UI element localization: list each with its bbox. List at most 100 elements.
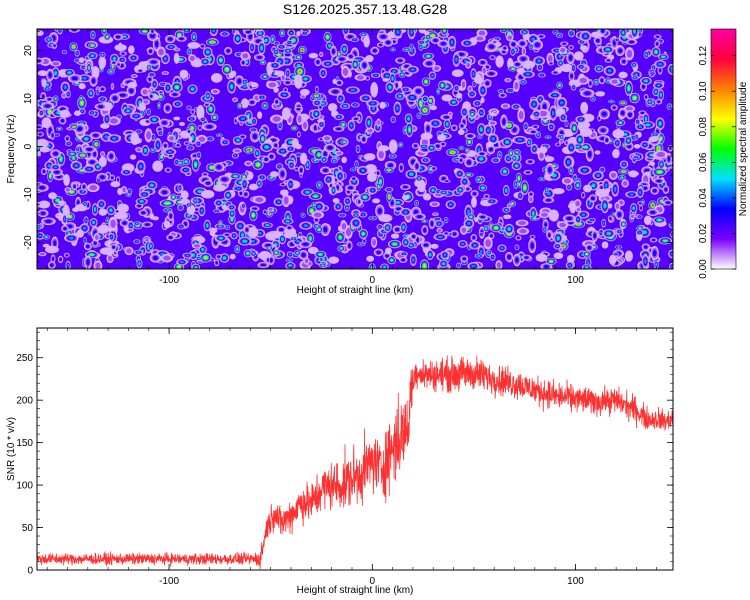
spectrogram-x-tick-label: -100 (159, 275, 179, 286)
heatmap-blob (201, 172, 209, 177)
heatmap-blob (213, 162, 225, 172)
heatmap-blob (505, 88, 515, 94)
snr-x-tick-label: 100 (567, 576, 584, 587)
snr-series-line (37, 355, 673, 570)
heatmap-blob (245, 148, 251, 155)
heatmap-blob (298, 165, 305, 175)
heatmap-blob (421, 157, 431, 164)
heatmap-blob (192, 196, 198, 205)
heatmap-blob (538, 211, 550, 219)
heatmap-blob (108, 232, 115, 241)
heatmap-blob (116, 62, 122, 68)
heatmap-blob (75, 146, 80, 153)
heatmap-blob (266, 256, 270, 264)
heatmap-blob (52, 95, 59, 102)
heatmap-blob (281, 218, 294, 225)
heatmap-blob (413, 213, 426, 221)
heatmap-blob (40, 91, 47, 102)
heatmap-blob (560, 63, 574, 73)
heatmap-blob (63, 252, 70, 258)
heatmap-blob (486, 250, 492, 256)
heatmap-blob (564, 120, 569, 128)
heatmap-blob (594, 150, 601, 155)
heatmap-blob (638, 114, 645, 120)
heatmap-blob (138, 190, 151, 199)
colorbar-tick-label: 0.00 (698, 259, 709, 279)
heatmap-blob (625, 191, 639, 198)
heatmap-blob (510, 47, 516, 56)
heatmap-blob (503, 214, 512, 220)
colorbar-tick-label: 0.08 (698, 117, 709, 137)
heatmap-blob (295, 54, 303, 61)
heatmap-blob (163, 103, 172, 114)
heatmap-blob (528, 43, 534, 50)
heatmap-blob (48, 192, 58, 200)
heatmap-blob (45, 245, 59, 254)
heatmap-blob (595, 91, 606, 97)
heatmap-blob (438, 259, 449, 268)
heatmap-blob (483, 236, 493, 250)
heatmap-blob (610, 104, 618, 111)
heatmap-blob (653, 177, 665, 185)
heatmap-blob (332, 78, 337, 85)
heatmap-blob (513, 180, 519, 189)
heatmap-blob (202, 47, 213, 58)
heatmap-blob (186, 128, 192, 135)
heatmap-blob (345, 184, 357, 192)
heatmap-blob (109, 93, 121, 104)
heatmap-blob (73, 58, 81, 63)
heatmap-blob (128, 45, 135, 55)
heatmap-blob (447, 35, 457, 49)
heatmap-blob (249, 209, 258, 221)
heatmap-blob (83, 242, 92, 251)
heatmap-blob (152, 160, 164, 172)
heatmap-blob (620, 220, 628, 228)
heatmap-blob (650, 186, 660, 195)
heatmap-blob (513, 148, 521, 156)
heatmap-blob (174, 158, 180, 166)
heatmap-blob (511, 103, 521, 110)
heatmap-blob (489, 55, 496, 60)
heatmap-blob (319, 51, 324, 58)
heatmap-blob (161, 71, 170, 76)
heatmap-blob (113, 33, 123, 41)
heatmap-blob (191, 32, 197, 42)
heatmap-blob (230, 231, 238, 240)
heatmap-blob (210, 73, 223, 83)
heatmap-blob (198, 205, 206, 217)
heatmap-blob (354, 160, 359, 169)
heatmap-blob (413, 29, 418, 34)
heatmap-blob (335, 79, 344, 86)
heatmap-blob (609, 78, 620, 86)
heatmap-blob (360, 134, 368, 144)
heatmap-blob (538, 72, 546, 78)
heatmap-blob (56, 29, 63, 35)
heatmap-blob (203, 179, 214, 187)
heatmap-blob (232, 97, 239, 103)
snr-y-tick-label: 0 (27, 566, 33, 577)
heatmap-blob (618, 107, 627, 119)
heatmap-blob (428, 218, 436, 230)
heatmap-blob (519, 79, 527, 85)
heatmap-blob (291, 138, 299, 148)
heatmap-blob (478, 84, 487, 97)
heatmap-blob (636, 214, 643, 219)
heatmap-blob (421, 225, 429, 236)
heatmap-blob (573, 51, 584, 61)
heatmap-blob (601, 241, 609, 249)
heatmap-blob (460, 255, 469, 262)
heatmap-blob (517, 39, 528, 48)
heatmap-blob (140, 87, 150, 97)
heatmap-blob (477, 58, 488, 67)
heatmap-blob (438, 80, 447, 91)
heatmap-blob (177, 223, 186, 230)
heatmap-blob (545, 156, 555, 162)
heatmap-blob (463, 172, 474, 178)
heatmap-blob (430, 243, 439, 249)
heatmap-blob (427, 144, 437, 152)
heatmap-blob (583, 184, 592, 193)
heatmap-blob (387, 256, 396, 265)
heatmap-blob (529, 98, 539, 110)
heatmap-blob (312, 99, 322, 107)
